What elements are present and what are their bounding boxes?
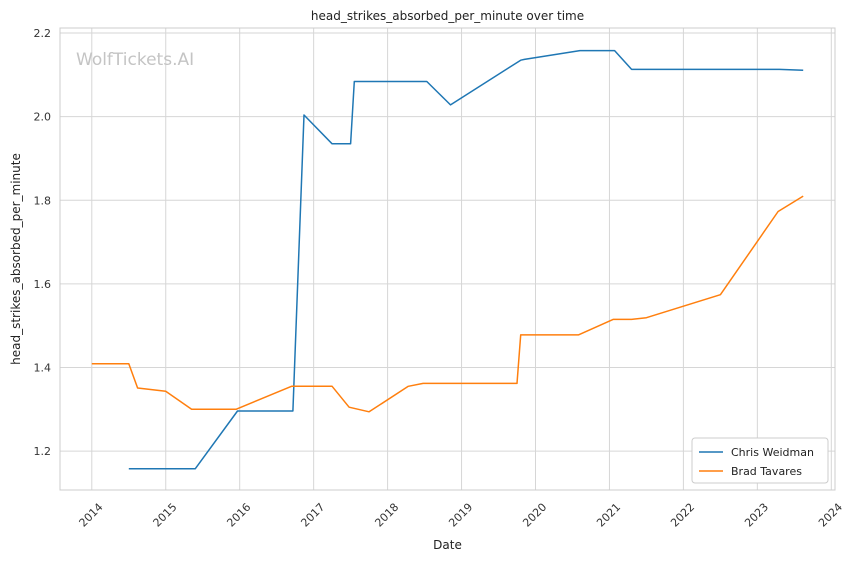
x-tick-label: 2024 <box>816 501 845 530</box>
series-line-chris-weidman <box>128 49 804 470</box>
y-tick-label: 2.2 <box>34 27 52 40</box>
y-tick-label: 1.2 <box>34 445 52 458</box>
x-tick-label: 2020 <box>520 501 549 530</box>
legend-label-brad-tavares: Brad Tavares <box>731 465 802 478</box>
y-axis-label: head_strikes_absorbed_per_minute <box>9 153 23 365</box>
x-tick-label: 2019 <box>446 501 475 530</box>
grid-layer <box>60 28 835 490</box>
y-tick-label: 1.8 <box>34 194 52 207</box>
x-tick-labels: 2014 2015 2016 2017 2018 2019 2020 2021 2022 2023… <box>77 501 845 530</box>
x-tick-label: 2014 <box>77 501 106 530</box>
chart-title: head_strikes_absorbed_per_minute over ti… <box>311 9 584 23</box>
x-axis-label: Date <box>433 538 462 552</box>
legend-label-chris-weidman: Chris Weidman <box>731 446 814 459</box>
plot-frame <box>59 27 836 491</box>
x-tick-label: 2015 <box>151 501 180 530</box>
y-tick-labels: 1.2 1.4 1.6 1.8 2.0 2.2 <box>34 27 52 458</box>
legend-box <box>691 437 829 484</box>
series-layer <box>91 49 804 470</box>
x-tick-label: 2016 <box>224 501 253 530</box>
series-line-brad-tavares <box>91 195 804 413</box>
x-tick-label: 2017 <box>298 501 327 530</box>
x-tick-label: 2022 <box>668 501 697 530</box>
y-tick-label: 1.6 <box>34 278 52 291</box>
watermark: WolfTickets.AI <box>76 50 194 70</box>
x-tick-label: 2021 <box>594 501 623 530</box>
x-tick-label: 2018 <box>372 501 401 530</box>
y-tick-label: 1.4 <box>34 361 52 374</box>
x-tick-label: 2023 <box>742 501 771 530</box>
legend: Chris Weidman Brad Tavares <box>691 437 829 484</box>
y-tick-label: 2.0 <box>34 111 52 124</box>
